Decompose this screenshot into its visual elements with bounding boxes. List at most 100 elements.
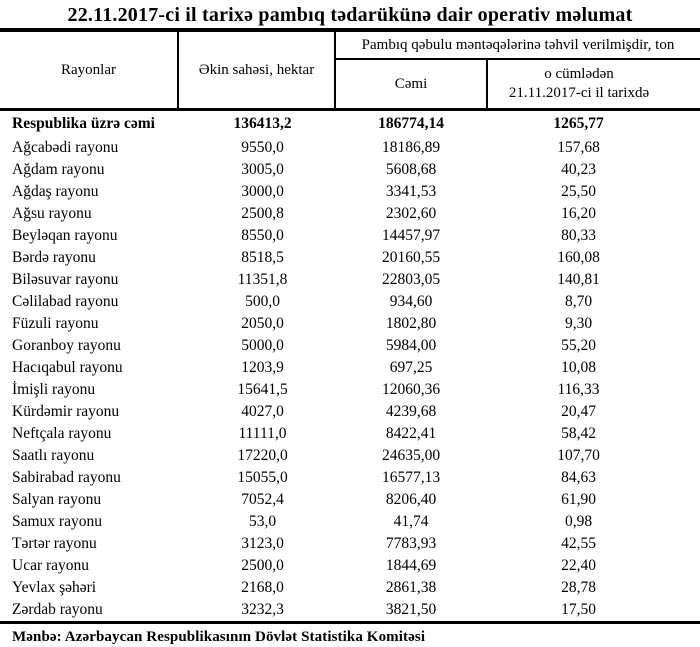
cell-daily: 9,30 [564,315,593,332]
cell-total: 3821,50 [335,599,487,624]
cell-area: 2500,0 [241,557,284,574]
table-row-total: Respublika üzrə cəmi 136413,2 186774,14 126… [0,110,700,138]
table-row: Beyləqan rayonu 8550,0 14457,97 80,33 [0,225,700,247]
cell-area: 2050,0 [241,315,284,332]
cell-daily: 116,33 [557,381,600,398]
column-header-group-pambiq-qebulu: Pambıq qəbulu məntəqələrinə təhvil veril… [335,30,700,60]
cell-daily: 17,50 [487,599,700,624]
cell-name: Sabirabad rayonu [12,469,121,486]
cell-name: Samux rayonu [12,513,102,530]
cell-area: 136413,2 [233,115,292,132]
cell-area: 8550,0 [241,227,284,244]
cell-daily: 84,63 [561,469,596,486]
cell-total: 3341,53 [385,183,437,200]
cell-daily: 0,98 [564,513,593,530]
cell-total: 5608,68 [385,161,437,178]
cell-total: 697,25 [389,359,433,376]
cell-daily: 25,50 [561,183,596,200]
cell-name: Ağdaş rayonu [12,183,99,200]
cell-area: 3005,0 [241,161,284,178]
table-row: Neftçala rayonu 11111,0 8422,41 58,42 [0,423,700,445]
table-row: Ağdaş rayonu 3000,0 3341,53 25,50 [0,181,700,203]
table-row: Ucar rayonu 2500,0 1844,69 22,40 [0,555,700,577]
cell-area: 3123,0 [241,535,284,552]
table-row: Goranboy rayonu 5000,0 5984,00 55,20 [0,335,700,357]
cell-name: Salyan rayonu [12,491,102,508]
cell-total: 8422,41 [385,425,437,442]
cell-daily: 160,08 [557,249,600,266]
cell-daily: 20,47 [561,403,596,420]
cell-name: Hacıqabul rayonu [12,359,123,376]
table-row: Ağcabədi rayonu 9550,0 18186,89 157,68 [0,137,700,159]
cell-daily: 42,55 [561,535,596,552]
column-header-o-cumleden-line2: 21.11.2017-ci il tarixdə [508,85,650,101]
cell-total: 1802,80 [385,315,437,332]
cell-total: 2302,60 [385,205,437,222]
cell-total: 934,60 [389,293,433,310]
cell-total: 8206,40 [385,491,437,508]
cell-area: 17220,0 [237,447,288,464]
cell-total: 41,74 [393,513,429,530]
column-header-o-cumleden-line1: o cümlədən [544,66,614,83]
table-row: Kürdəmir rayonu 4027,0 4239,68 20,47 [0,401,700,423]
column-header-ekin-sahesi: Əkin sahəsi, hektar [178,30,336,111]
column-header-cemi: Cəmi [335,59,487,111]
cell-area: 500,0 [245,293,280,310]
cell-total: 5984,00 [385,337,437,354]
cell-name: Ağcabədi rayonu [12,139,119,156]
cell-area: 9550,0 [241,139,284,156]
cell-name: Neftçala rayonu [12,425,112,442]
cell-total: 14457,97 [381,227,441,244]
cell-area: 7052,4 [241,491,284,508]
cell-total: 4239,68 [385,403,437,420]
cell-daily: 22,40 [561,557,596,574]
table-row: Hacıqabul rayonu 1203,9 697,25 10,08 [0,357,700,379]
cell-area: 2500,8 [241,205,284,222]
table-row: Cəlilabad rayonu 500,0 934,60 8,70 [0,291,700,313]
cell-area: 4027,0 [241,403,284,420]
cell-name: Ağdam rayonu [12,161,105,178]
cell-area: 11111,0 [238,425,287,442]
cell-name: Biləsuvar rayonu [12,271,119,288]
cell-name: Bərdə rayonu [12,249,96,266]
cell-daily: 140,81 [557,271,600,288]
cell-name: Füzuli rayonu [12,315,99,332]
table-row: Ağdam rayonu 3005,0 5608,68 40,23 [0,159,700,181]
cell-area: 3232,3 [178,599,335,624]
cell-daily: 80,33 [561,227,596,244]
cell-area: 53,0 [248,513,277,530]
table-header: Rayonlar Əkin sahəsi, hektar Pambıq qəbu… [0,30,700,111]
cell-name: Saatlı rayonu [12,447,95,464]
header-row-group: Rayonlar Əkin sahəsi, hektar Pambıq qəbu… [0,30,700,111]
table-row: Salyan rayonu 7052,4 8206,40 61,90 [0,489,700,511]
cell-name: Tərtər rayonu [12,535,97,552]
cell-daily: 107,70 [557,447,600,464]
cell-total: 12060,36 [381,381,441,398]
cell-daily: 10,08 [561,359,596,376]
table-row: Ağsu rayonu 2500,8 2302,60 16,20 [0,203,700,225]
table-row: Sabirabad rayonu 15055,0 16577,13 84,63 [0,467,700,489]
table-row: Bərdə rayonu 8518,5 20160,55 160,08 [0,247,700,269]
cell-area: 2168,0 [241,579,284,596]
cell-total: 7783,93 [385,535,437,552]
cell-area: 1203,9 [241,359,284,376]
cell-name: Respublika üzrə cəmi [12,115,155,132]
table-row: Füzuli rayonu 2050,0 1802,80 9,30 [0,313,700,335]
table-row: Zərdab rayonu 3232,3 3821,50 17,50 [0,599,700,624]
cell-area: 5000,0 [241,337,284,354]
cell-name: Goranboy rayonu [12,337,121,354]
cell-total: 20160,55 [381,249,441,266]
cell-total: 24635,00 [381,447,441,464]
cell-name: Cəlilabad rayonu [12,293,119,310]
table-row: Biləsuvar rayonu 11351,8 22803,05 140,81 [0,269,700,291]
cell-total: 186774,14 [378,115,444,132]
cell-total: 16577,13 [381,469,441,486]
cell-name: Yevlax şəhəri [12,579,97,596]
cell-area: 15641,5 [237,381,288,398]
table-row: Saatlı rayonu 17220,0 24635,00 107,70 [0,445,700,467]
cell-name: Kürdəmir rayonu [12,403,120,420]
cell-name: İmişli rayonu [12,381,96,398]
cell-name: Zərdab rayonu [0,599,178,624]
header-row-sub: Cəmi o cümlədən 21.11.2017-ci il tarixdə [0,59,700,111]
